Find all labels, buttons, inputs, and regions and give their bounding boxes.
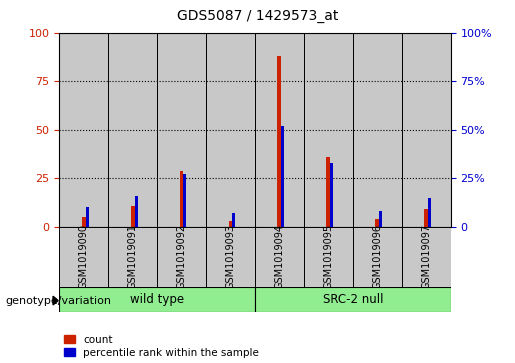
Bar (229, 221, 232, 227)
Text: GSM1019094: GSM1019094 (274, 224, 284, 289)
Bar (206, 33, 255, 227)
Bar (108, 33, 157, 227)
Text: GSM1019090: GSM1019090 (79, 224, 89, 289)
Bar (59, 33, 108, 227)
Bar (379, 211, 382, 227)
Bar (157, 33, 206, 227)
Text: GDS5087 / 1429573_at: GDS5087 / 1429573_at (177, 9, 338, 23)
Text: GSM1019095: GSM1019095 (323, 224, 333, 289)
Bar (255, 33, 304, 227)
Text: GSM1019091: GSM1019091 (128, 224, 138, 289)
Bar (375, 219, 379, 227)
Bar (304, 227, 353, 287)
Bar (402, 33, 451, 227)
Bar (402, 227, 451, 287)
Bar (424, 209, 428, 227)
Text: GSM1019096: GSM1019096 (372, 224, 382, 289)
Bar (255, 227, 304, 287)
Bar (183, 175, 186, 227)
Bar (428, 198, 431, 227)
Text: genotype/variation: genotype/variation (5, 295, 111, 306)
Bar (131, 205, 134, 227)
Bar (180, 171, 183, 227)
Bar (353, 33, 402, 227)
Text: GSM1019097: GSM1019097 (421, 224, 431, 289)
Bar (134, 196, 138, 227)
Bar (330, 163, 333, 227)
Text: SRC-2 null: SRC-2 null (322, 293, 383, 306)
Text: GSM1019092: GSM1019092 (177, 224, 186, 289)
Bar (327, 157, 330, 227)
Bar (206, 227, 255, 287)
Bar (157, 227, 206, 287)
Bar (304, 33, 353, 227)
Bar (255, 287, 451, 312)
Bar (82, 217, 85, 227)
Text: wild type: wild type (130, 293, 184, 306)
Bar (278, 56, 281, 227)
Legend: count, percentile rank within the sample: count, percentile rank within the sample (64, 335, 259, 358)
Bar (353, 227, 402, 287)
Bar (108, 227, 157, 287)
Bar (232, 213, 235, 227)
Text: GSM1019093: GSM1019093 (226, 224, 235, 289)
Bar (281, 126, 284, 227)
Bar (85, 207, 89, 227)
Polygon shape (53, 296, 58, 305)
Bar (59, 227, 108, 287)
Bar (59, 287, 255, 312)
